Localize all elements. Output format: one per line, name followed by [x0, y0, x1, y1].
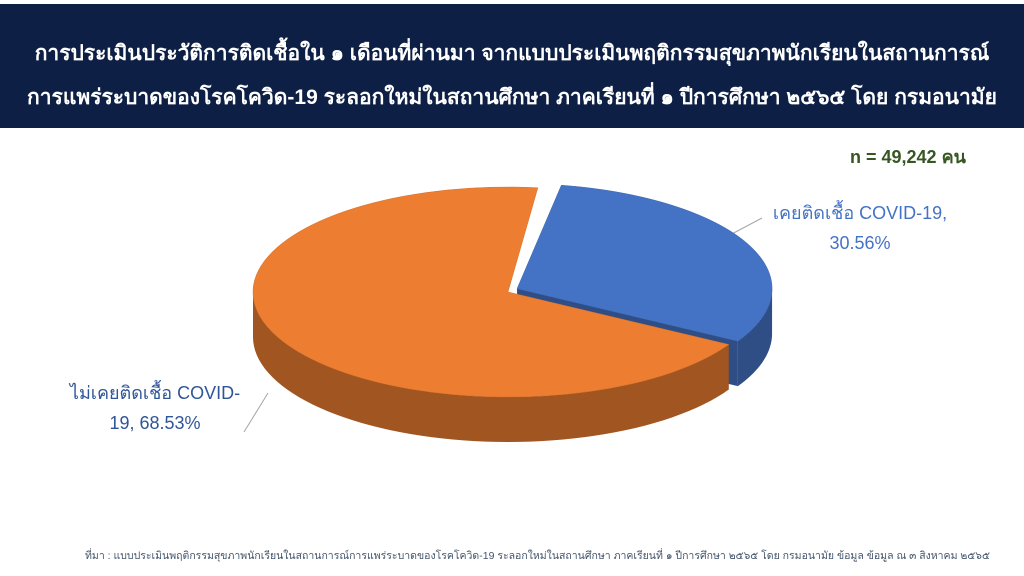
source: ที่มา : แบบประเมินพฤติกรรมสุขภาพนักเรียน…: [85, 550, 990, 562]
slice: [516, 184, 773, 342]
chart-subtitle: การแพร่ระบาดของโรคโควิด-19 ระลอกใหม่ในสถ…: [27, 86, 997, 109]
slice-group: [252, 186, 730, 442]
slice: [252, 186, 730, 398]
chart-title: การประเมินประวัติการติดเชื้อใน ๑ เดือนที…: [34, 42, 990, 65]
value-label: 68.53%: [139, 413, 201, 433]
header: การประเมินประวัติการติดเชื้อใน ๑ เดือนที…: [0, 4, 1024, 128]
annotation: n = 49,242 คน: [850, 147, 966, 167]
slice-side: [737, 288, 773, 387]
category-label: ไม่เคยติดเชื้อ COVID-19,: [69, 383, 241, 433]
slice-side: [253, 292, 729, 442]
data-label: เคยติดเชื้อ COVID-19, 30.56%: [760, 198, 960, 258]
leader-line: [243, 392, 269, 433]
data-label: ไม่เคยติดเชื้อ COVID-19, 68.53%: [60, 378, 250, 438]
value-label: 30.56%: [829, 233, 891, 253]
category-label: เคยติดเชื้อ COVID-19,: [772, 203, 948, 223]
